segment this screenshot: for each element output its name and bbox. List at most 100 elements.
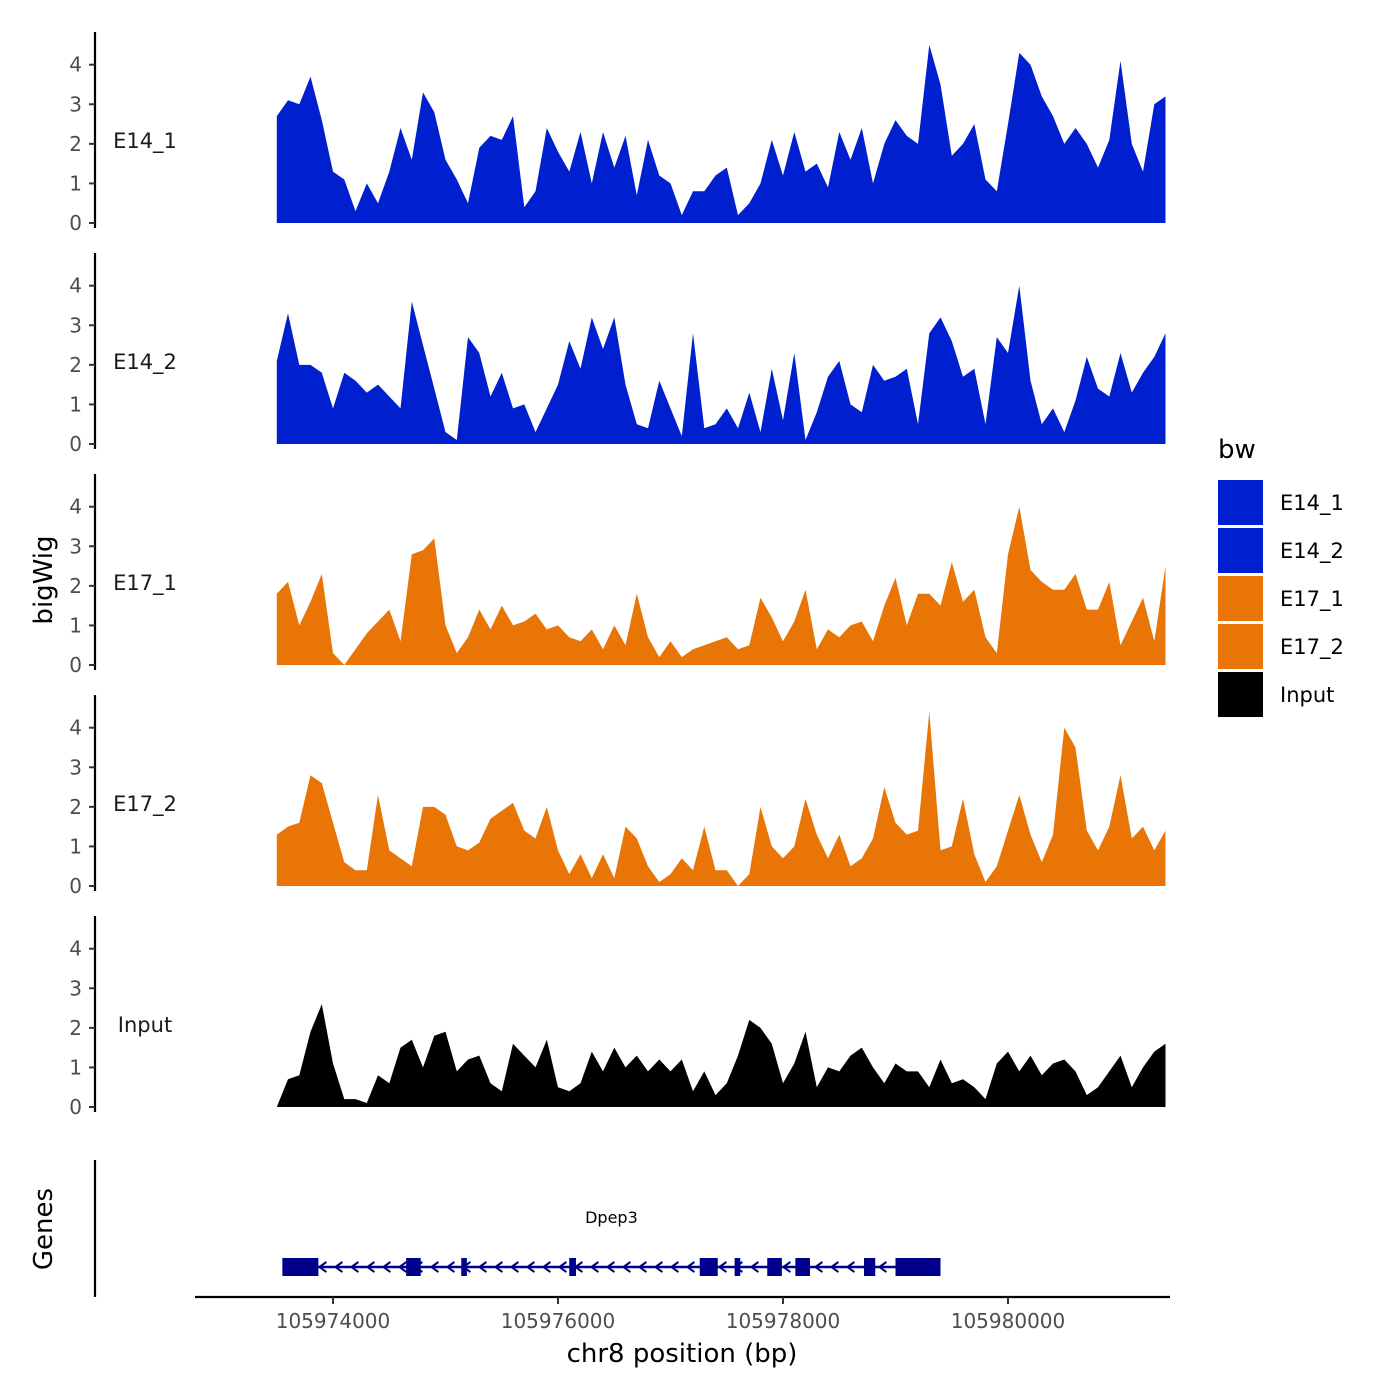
strand-chevron bbox=[653, 1261, 663, 1273]
coverage-tracks: 0 1 2 3 4 E14_1 0 1 2 3 4 E14_2 0 1 2 3 4 E17_1 0 1 2 3 4 E17_2… bbox=[69, 32, 1166, 1119]
track-input: 0 1 2 3 4 Input bbox=[69, 916, 1166, 1119]
x-tick-label: 105976000 bbox=[501, 1309, 616, 1333]
exon bbox=[699, 1258, 718, 1276]
exon bbox=[795, 1258, 810, 1276]
strand-chevron bbox=[365, 1261, 375, 1273]
strand-chevron bbox=[509, 1261, 519, 1273]
y-tick-label: 2 bbox=[69, 1016, 82, 1040]
strand-chevron bbox=[525, 1261, 535, 1273]
strand-chevron bbox=[541, 1261, 551, 1273]
strand-chevron bbox=[845, 1261, 855, 1273]
strand-chevron bbox=[445, 1261, 455, 1273]
strand-chevron bbox=[429, 1261, 439, 1273]
y-tick-label: 2 bbox=[69, 132, 82, 156]
strand-chevron bbox=[477, 1261, 487, 1273]
y-tick-label: 0 bbox=[69, 1095, 82, 1119]
legend-swatch-e14_1 bbox=[1218, 480, 1263, 525]
y-tick-label: 4 bbox=[69, 495, 82, 519]
strand-chevron bbox=[381, 1261, 391, 1273]
legend-label: E14_2 bbox=[1280, 539, 1344, 564]
strand-chevron bbox=[557, 1261, 567, 1273]
y-tick-label: 0 bbox=[69, 874, 82, 898]
track-label: Input bbox=[118, 1013, 172, 1037]
coverage-area-e17_2 bbox=[276, 711, 1166, 886]
legend-label: E17_2 bbox=[1280, 635, 1344, 660]
y-tick-label: 3 bbox=[69, 92, 82, 116]
coverage-area-input bbox=[276, 1004, 1166, 1107]
track-label: E14_1 bbox=[113, 129, 177, 154]
y-tick-label: 4 bbox=[69, 937, 82, 961]
strand-chevron bbox=[589, 1261, 599, 1273]
exon bbox=[569, 1258, 576, 1276]
exon bbox=[461, 1258, 467, 1276]
strand-chevron bbox=[493, 1261, 503, 1273]
track-e14-1: 0 1 2 3 4 E14_1 bbox=[69, 32, 1166, 235]
exon bbox=[767, 1258, 782, 1276]
track-e17-2: 0 1 2 3 4 E17_2 bbox=[69, 695, 1166, 898]
legend-swatch-e17_2 bbox=[1218, 624, 1263, 669]
x-axis-title: chr8 position (bp) bbox=[567, 1339, 798, 1369]
legend-label: E17_1 bbox=[1280, 587, 1344, 612]
y-tick-label: 0 bbox=[69, 211, 82, 235]
gene-panel: Genes Dpep3 bbox=[29, 1160, 941, 1297]
legend-swatch-e14_2 bbox=[1218, 528, 1263, 573]
coverage-area-e14_1 bbox=[276, 44, 1166, 224]
y-tick-label: 3 bbox=[69, 976, 82, 1000]
y-tick-label: 2 bbox=[69, 574, 82, 598]
y-tick-label: 2 bbox=[69, 353, 82, 377]
strand-chevron bbox=[333, 1261, 343, 1273]
legend-title: bw bbox=[1218, 435, 1256, 465]
strand-chevron bbox=[621, 1261, 631, 1273]
y-tick-label: 3 bbox=[69, 313, 82, 337]
legend-entries: E14_1 E14_2 E17_1 E17_2 Input bbox=[1218, 480, 1344, 717]
strand-chevron bbox=[749, 1261, 759, 1273]
legend-label: Input bbox=[1280, 683, 1334, 707]
y-tick-label: 1 bbox=[69, 171, 82, 195]
strand-chevron bbox=[349, 1261, 359, 1273]
strand-chevron bbox=[781, 1261, 791, 1273]
track-label: E17_1 bbox=[113, 571, 177, 596]
gene-name-label: Dpep3 bbox=[585, 1208, 638, 1227]
x-tick-label: 105978000 bbox=[726, 1309, 841, 1333]
strand-chevron bbox=[637, 1261, 647, 1273]
legend-swatch-e17_1 bbox=[1218, 576, 1263, 621]
strand-chevron bbox=[685, 1261, 695, 1273]
gene-model-dpep3 bbox=[282, 1258, 941, 1276]
x-axis: 105974000 105976000 105978000 105980000 chr… bbox=[195, 1295, 1170, 1369]
y-tick-label: 0 bbox=[69, 432, 82, 456]
y-tick-label: 1 bbox=[69, 613, 82, 637]
y-tick-label: 1 bbox=[69, 834, 82, 858]
exon bbox=[864, 1258, 876, 1276]
y-tick-label: 4 bbox=[69, 53, 82, 77]
y-tick-label: 2 bbox=[69, 795, 82, 819]
strand-chevron bbox=[317, 1261, 327, 1273]
coverage-area-e14_2 bbox=[276, 285, 1166, 444]
track-label: E14_2 bbox=[113, 350, 177, 375]
y-tick-label: 1 bbox=[69, 392, 82, 416]
y-axis-title: bigWig bbox=[29, 535, 59, 624]
y-tick-label: 3 bbox=[69, 534, 82, 558]
y-tick-label: 4 bbox=[69, 716, 82, 740]
x-tick-label: 105974000 bbox=[276, 1309, 391, 1333]
exon bbox=[282, 1258, 319, 1276]
y-tick-label: 1 bbox=[69, 1055, 82, 1079]
exon bbox=[734, 1258, 741, 1276]
track-e17-1: 0 1 2 3 4 E17_1 bbox=[69, 474, 1166, 677]
exon bbox=[895, 1258, 941, 1276]
exon bbox=[406, 1258, 421, 1276]
x-tick-label: 105980000 bbox=[951, 1309, 1066, 1333]
strand-chevron bbox=[397, 1261, 407, 1273]
y-tick-label: 3 bbox=[69, 755, 82, 779]
x-axis-ticks: 105974000 105976000 105978000 105980000 bbox=[276, 1297, 1066, 1333]
strand-chevron bbox=[669, 1261, 679, 1273]
legend-label: E14_1 bbox=[1280, 491, 1344, 516]
strand-chevron bbox=[829, 1261, 839, 1273]
coverage-area-e17_1 bbox=[276, 506, 1166, 665]
y-tick-label: 0 bbox=[69, 653, 82, 677]
legend-swatch-input bbox=[1218, 672, 1263, 717]
track-label: E17_2 bbox=[113, 792, 177, 817]
strand-chevron bbox=[717, 1261, 727, 1273]
strand-chevron bbox=[605, 1261, 615, 1273]
y-tick-label: 4 bbox=[69, 274, 82, 298]
